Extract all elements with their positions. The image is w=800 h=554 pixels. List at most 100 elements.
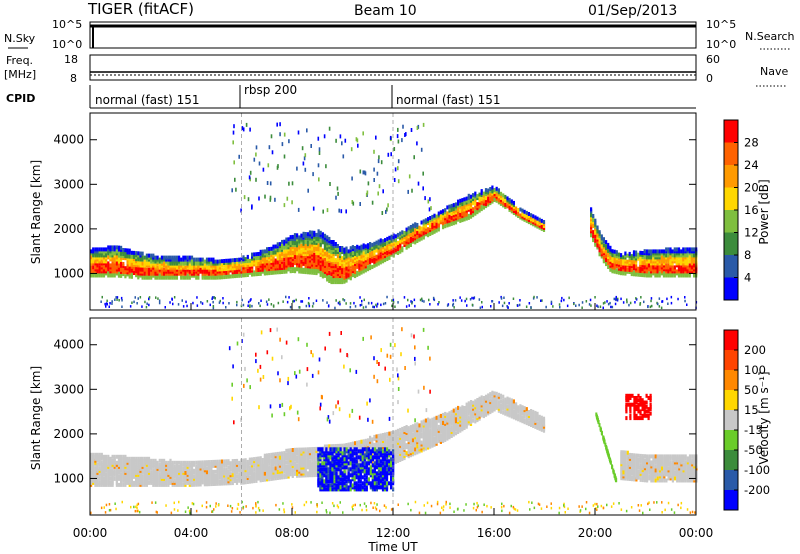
- power-cell: [540, 224, 543, 229]
- power-cell: [188, 275, 191, 280]
- power-cell: [107, 261, 110, 266]
- power-cell: [588, 303, 591, 306]
- power-cell: [532, 297, 535, 300]
- power-cell: [317, 163, 320, 168]
- power-cell: [218, 259, 221, 264]
- power-cell: [620, 253, 623, 258]
- power-cell: [279, 122, 281, 127]
- velocity-cell: [259, 464, 262, 469]
- velocity-cell: [263, 471, 266, 476]
- power-cell: [396, 240, 400, 245]
- power-cell: [175, 265, 178, 270]
- power-cell: [154, 265, 157, 270]
- velocity-cell: [124, 468, 127, 473]
- power-cell: [212, 265, 215, 270]
- power-cell: [126, 248, 129, 253]
- power-cell: [178, 265, 181, 270]
- power-cell: [321, 232, 324, 237]
- power-cell: [463, 207, 466, 212]
- power-cell: [550, 300, 553, 304]
- power-cell: [617, 297, 619, 301]
- power-cell: [223, 267, 226, 272]
- power-cell: [643, 261, 646, 266]
- velocity-cell: [126, 470, 129, 475]
- power-cell: [148, 303, 150, 307]
- power-cell: [135, 251, 138, 256]
- velocity-cell: [285, 448, 288, 453]
- power-cell: [635, 264, 638, 269]
- power-cell: [660, 249, 663, 254]
- velocity-cell: [98, 462, 101, 467]
- velocity-cell: [220, 469, 224, 474]
- power-cell: [283, 257, 286, 262]
- power-cell: [105, 302, 108, 305]
- date-title: 01/Sep/2013: [588, 3, 677, 19]
- power-cell: [311, 262, 314, 267]
- power-cell: [147, 253, 151, 258]
- power-cell: [478, 298, 481, 301]
- power-cell: [311, 305, 314, 308]
- power-cell: [541, 299, 543, 302]
- velocity-cell: [117, 454, 121, 459]
- power-cell: [130, 272, 133, 277]
- power-cell: [512, 207, 515, 211]
- velocity-cell: [373, 459, 376, 463]
- velocity-cell: [276, 454, 279, 458]
- power-cell: [233, 270, 236, 275]
- velocity-cell: [163, 458, 166, 463]
- power-cell: [688, 263, 691, 268]
- power-cell: [258, 161, 261, 166]
- power-cell: [234, 177, 236, 182]
- power-cell: [181, 299, 183, 302]
- velocity-cell: [100, 462, 103, 467]
- power-cell: [233, 160, 235, 165]
- power-cell: [373, 249, 376, 254]
- power-cell: [231, 188, 233, 193]
- velocity-cell: [132, 462, 136, 467]
- power-cell: [446, 205, 449, 210]
- power-cell: [272, 250, 275, 255]
- power-cell: [255, 177, 257, 182]
- power-cell: [504, 194, 507, 199]
- velocity-cell: [111, 468, 114, 473]
- power-cell: [231, 258, 234, 263]
- power-cell: [113, 273, 116, 278]
- velocity-cell: [167, 462, 170, 467]
- power-cell: [358, 259, 361, 264]
- nsky-tick-top: 10^5: [52, 18, 82, 31]
- freq-unit: [MHz]: [4, 68, 36, 81]
- power-cell: [145, 305, 148, 309]
- power-cell: [480, 197, 483, 202]
- power-cell: [289, 305, 292, 309]
- power-cell: [193, 257, 196, 262]
- power-cell: [297, 130, 300, 135]
- power-cell: [286, 196, 289, 201]
- velocity-cell: [214, 473, 217, 478]
- power-cell: [435, 214, 438, 219]
- velocity-cell: [291, 468, 294, 472]
- power-cell: [600, 248, 603, 253]
- power-cell: [411, 237, 415, 242]
- velocity-cell: [246, 464, 249, 468]
- power-cell: [491, 199, 494, 204]
- power-cell: [255, 145, 258, 150]
- power-cell: [154, 263, 157, 268]
- velocity-cell: [214, 469, 217, 474]
- power-cell: [671, 273, 674, 278]
- power-cell: [184, 255, 187, 260]
- power-cell: [242, 265, 245, 270]
- velocity-cell: [238, 472, 241, 477]
- power-cell: [408, 174, 411, 179]
- power-cell: [391, 299, 393, 302]
- power-cell: [373, 257, 376, 262]
- power-cell: [147, 267, 151, 272]
- power-cell: [255, 252, 258, 257]
- velocity-cell: [248, 465, 251, 470]
- power-cell: [109, 273, 112, 278]
- power-cell: [353, 301, 355, 305]
- power-cell: [534, 217, 537, 222]
- power-cell: [269, 195, 272, 200]
- power-cell: [188, 265, 191, 270]
- power-cell: [330, 276, 333, 281]
- power-cell: [295, 298, 297, 302]
